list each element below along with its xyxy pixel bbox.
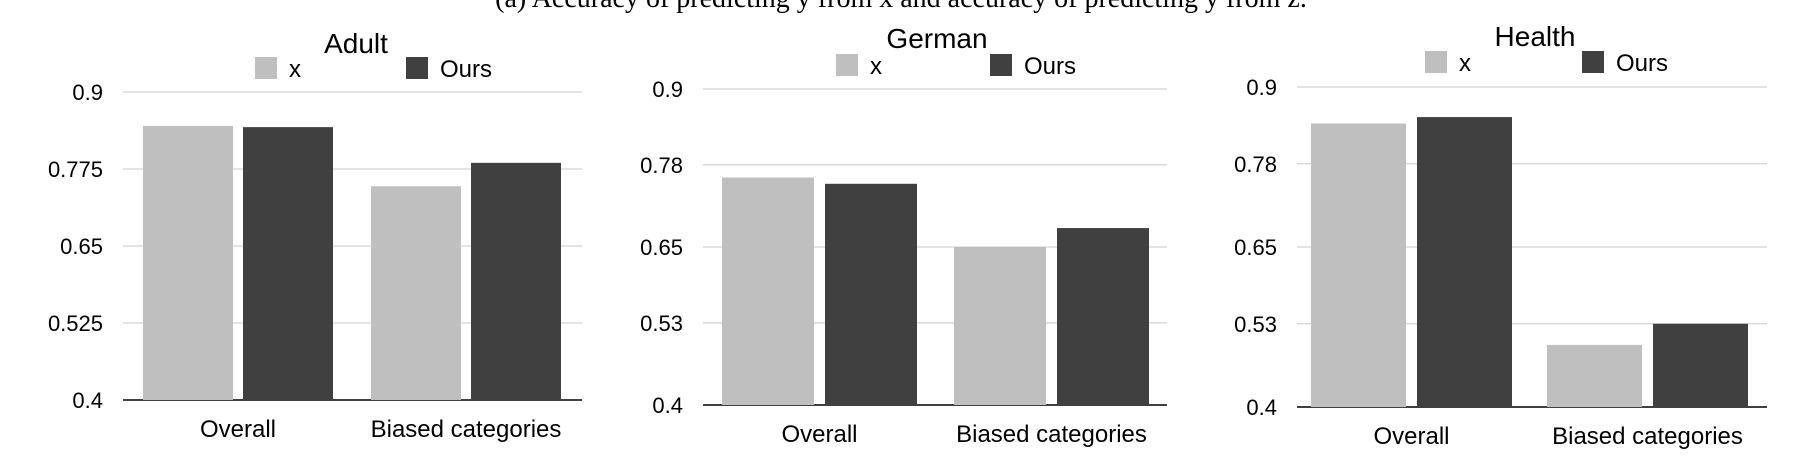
y-tick-label: 0.53 — [1234, 312, 1277, 337]
legend-swatch — [990, 54, 1012, 76]
y-tick-label: 0.65 — [640, 235, 683, 260]
y-tick-label: 0.525 — [48, 311, 103, 336]
chart-title: Health — [1495, 21, 1576, 52]
figure-caption: (a) Accuracy of predicting y from x and … — [495, 0, 1307, 14]
y-tick-label: 0.78 — [1234, 152, 1277, 177]
y-tick-label: 0.9 — [652, 77, 683, 102]
legend-swatch — [836, 54, 858, 76]
bar-x-biased — [1547, 344, 1642, 407]
y-tick-label: 0.4 — [1246, 395, 1277, 420]
x-category-label: Biased categories — [371, 416, 562, 443]
legend-swatch — [255, 57, 277, 79]
y-tick-label: 0.78 — [640, 153, 683, 178]
y-tick-label: 0.65 — [60, 234, 103, 259]
legend-swatch — [1425, 51, 1447, 73]
legend-label: x — [870, 53, 882, 80]
bar-x-overall — [1311, 123, 1406, 407]
y-tick-label: 0.53 — [640, 311, 683, 336]
bar-ours-overall — [1417, 117, 1512, 407]
bar-ours-biased — [471, 162, 561, 400]
y-tick-label: 0.9 — [1246, 75, 1277, 100]
x-category-label: Biased categories — [956, 421, 1147, 448]
bar-x-overall — [143, 125, 233, 400]
bar-ours-biased — [1057, 228, 1149, 405]
bar-ours-biased — [1653, 323, 1748, 407]
bar-x-overall — [722, 177, 814, 405]
bar-x-biased — [371, 186, 461, 400]
y-tick-label: 0.775 — [48, 157, 103, 182]
legend-swatch — [1582, 51, 1604, 73]
x-category-label: Overall — [200, 416, 276, 443]
x-category-label: Overall — [781, 421, 857, 448]
chart-title: German — [886, 23, 987, 54]
y-tick-label: 0.9 — [72, 80, 103, 105]
y-tick-label: 0.4 — [72, 388, 103, 413]
legend-label: x — [1459, 50, 1471, 77]
legend-swatch — [406, 57, 428, 79]
legend-label: Ours — [1616, 50, 1668, 77]
legend-label: x — [289, 56, 301, 83]
bar-ours-overall — [243, 127, 333, 400]
bar-x-biased — [954, 247, 1046, 405]
x-category-label: Overall — [1373, 423, 1449, 450]
chart-title: Adult — [324, 28, 388, 59]
legend-label: Ours — [1024, 53, 1076, 80]
y-tick-label: 0.4 — [652, 393, 683, 418]
bar-ours-overall — [825, 183, 917, 405]
y-tick-label: 0.65 — [1234, 235, 1277, 260]
legend-label: Ours — [440, 56, 492, 83]
x-category-label: Biased categories — [1552, 423, 1743, 450]
